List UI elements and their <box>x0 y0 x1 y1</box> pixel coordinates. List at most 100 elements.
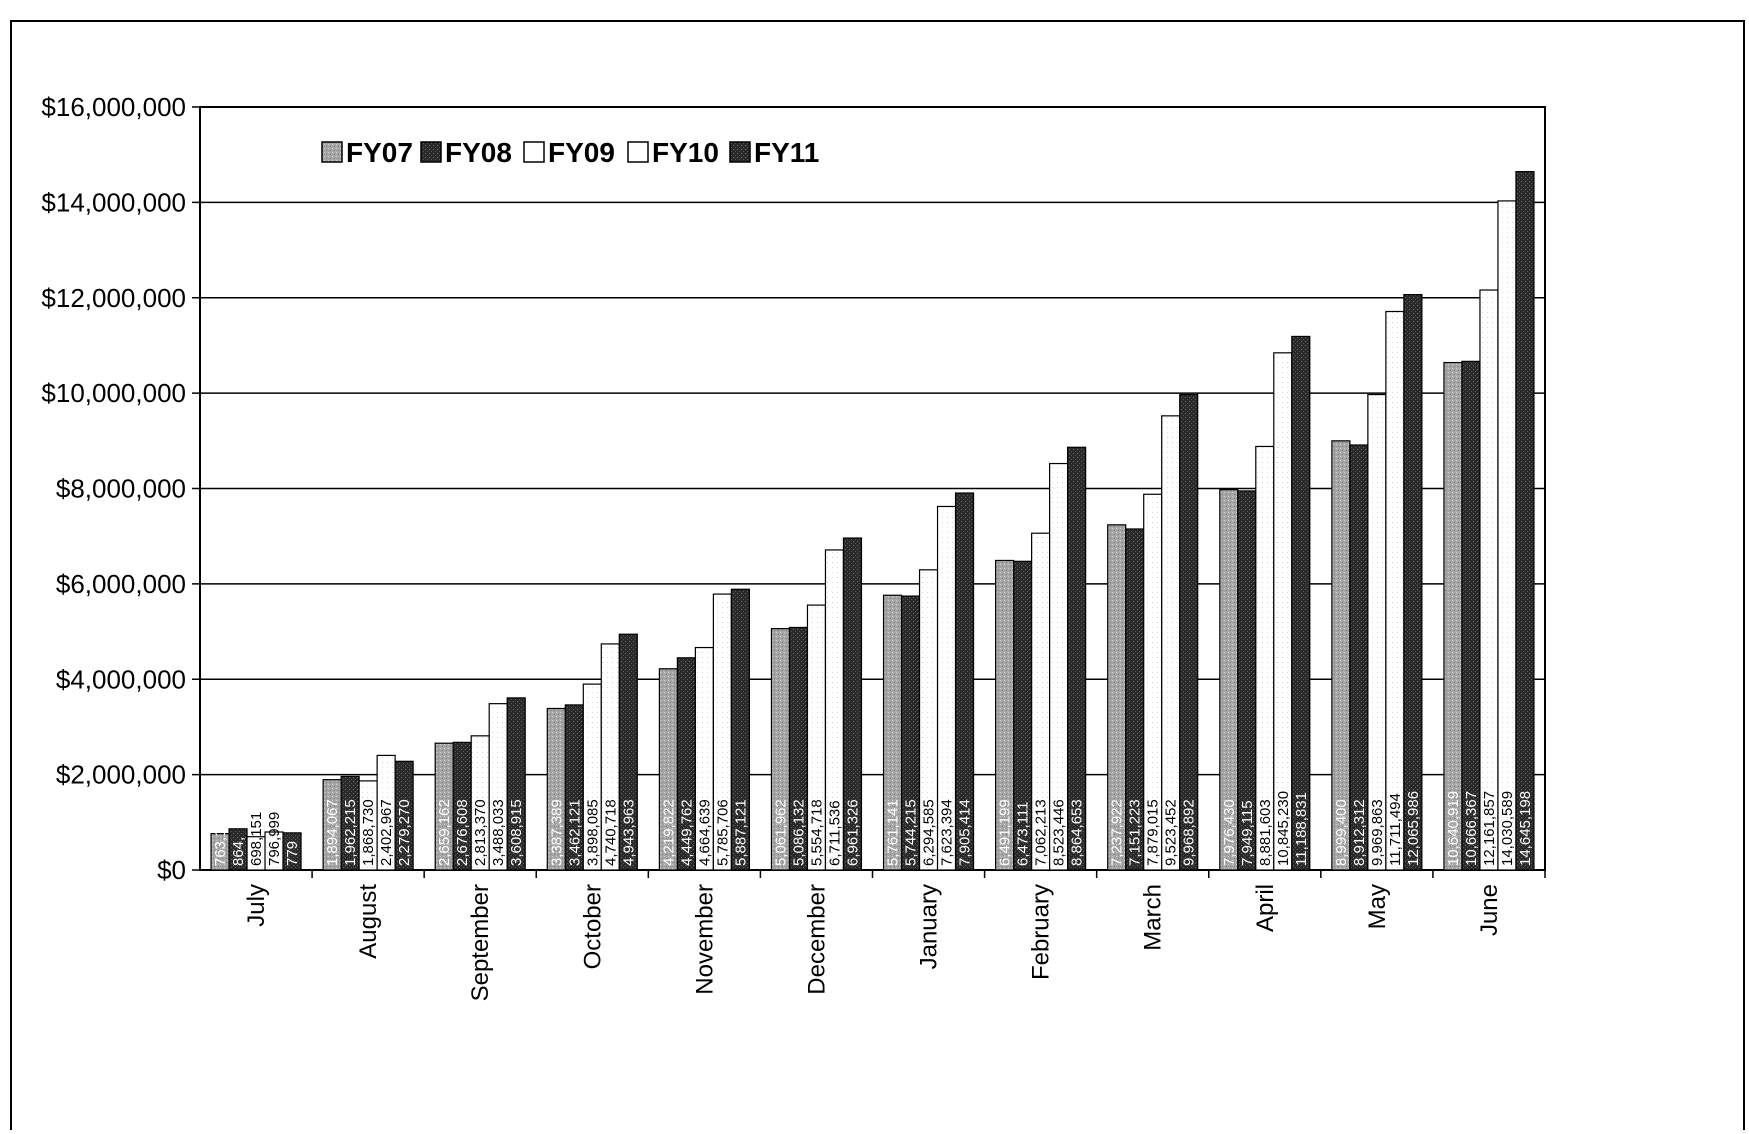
bar-fy11 <box>1515 171 1535 871</box>
data-label: 12,065,986 <box>1405 791 1422 866</box>
data-label: 7,237,922 <box>1109 799 1126 866</box>
data-label: 7,949,115 <box>1239 800 1256 866</box>
data-label: 1,962,215 <box>342 799 359 866</box>
x-tick-label: March <box>1140 884 1167 951</box>
data-label: 9,523,452 <box>1163 799 1180 866</box>
data-label: 2,279,270 <box>396 799 413 866</box>
x-tick-label: June <box>1476 884 1503 936</box>
data-label: 5,061,962 <box>772 799 789 866</box>
y-axis: $0 $2,000,000 $4,000,000 $6,000,000 $8,000,0… <box>41 92 200 885</box>
data-label: 3,387,389 <box>548 799 565 866</box>
legend-swatch-fy08 <box>420 141 442 163</box>
bar-fy11 <box>1179 394 1199 871</box>
bar-fy09 <box>1367 393 1387 871</box>
data-label: 10,640,919 <box>1445 791 1462 866</box>
data-label: 5,761,141 <box>885 799 902 866</box>
x-tick-label: July <box>243 884 270 927</box>
y-tick-label: $0 <box>157 855 186 885</box>
bar-fy11 <box>1403 294 1423 871</box>
data-label: 10,666,367 <box>1463 791 1480 866</box>
data-label: 4,219,822 <box>660 799 677 866</box>
data-label: 9,968,892 <box>1181 799 1198 866</box>
data-label: 1,894,067 <box>324 799 341 866</box>
data-label: 6,473,111 <box>1015 801 1032 866</box>
data-label: 6,961,326 <box>844 799 861 866</box>
x-tick-label: August <box>355 884 382 959</box>
data-label: 6,711,536 <box>826 800 843 866</box>
x-tick-label: November <box>691 884 718 995</box>
legend-label-fy11: FY11 <box>754 137 819 168</box>
bar-fy11 <box>282 832 302 871</box>
x-tick-label: April <box>1252 884 1279 932</box>
data-label: 3,608,915 <box>508 799 525 866</box>
data-label: 6,491,199 <box>997 799 1014 866</box>
data-label: 779 <box>284 841 301 866</box>
gridlines <box>200 106 1545 776</box>
data-label: 11,711,494 <box>1387 793 1404 866</box>
data-label: 11,188,831 <box>1293 792 1310 866</box>
data-label: 7,879,015 <box>1145 799 1162 866</box>
data-label: 3,462,121 <box>566 799 583 866</box>
x-tick-label: September <box>467 884 494 1001</box>
data-label: 698,151 <box>248 812 265 866</box>
data-label: 8,912,312 <box>1351 799 1368 866</box>
data-label: 14,645,198 <box>1517 791 1534 866</box>
bar-fy09 <box>1479 289 1499 871</box>
legend-swatch-fy10 <box>627 141 649 163</box>
bar-fy11 <box>954 492 975 871</box>
data-label: 5,086,132 <box>790 799 807 866</box>
bar-fy11 <box>842 537 863 871</box>
data-label: 2,402,967 <box>378 799 395 866</box>
data-label: 3,898,085 <box>584 799 601 866</box>
data-label: 5,554,718 <box>808 799 825 866</box>
bars: 763,178 864, 698,151 796,999 779 1,894,067 1,9… <box>210 171 1535 871</box>
data-label: 763,178 <box>212 812 229 866</box>
x-tick-label: May <box>1364 884 1391 929</box>
y-tick-label: $12,000,000 <box>41 283 186 313</box>
data-label: 7,151,223 <box>1127 799 1144 866</box>
data-label: 1,868,730 <box>360 799 377 866</box>
data-label: 7,976,430 <box>1221 799 1238 866</box>
y-tick-label: $16,000,000 <box>41 92 186 122</box>
data-label: 14,030,589 <box>1499 791 1516 866</box>
data-label: 4,740,718 <box>602 799 619 866</box>
legend-label-fy07: FY07 <box>346 137 413 168</box>
y-tick-label: $6,000,000 <box>56 569 186 599</box>
data-label: 4,943,963 <box>620 799 637 866</box>
data-label: 8,864,653 <box>1069 799 1086 866</box>
bar-fy11 <box>394 760 414 871</box>
data-label: 2,813,370 <box>472 799 489 866</box>
data-label: 8,999,400 <box>1333 799 1350 866</box>
legend-swatch-fy11 <box>729 141 751 163</box>
data-label: 864, <box>230 837 247 866</box>
y-tick-label: $2,000,000 <box>56 760 186 790</box>
y-tick-label: $4,000,000 <box>56 664 186 694</box>
data-label: 12,161,857 <box>1481 791 1498 866</box>
data-label: 7,062,213 <box>1033 799 1050 866</box>
legend: FY07 FY08 FY09 FY10 FY11 <box>321 137 819 168</box>
bar-fy11 <box>1291 335 1311 871</box>
data-label: 2,659,162 <box>436 799 453 866</box>
legend-label-fy09: FY09 <box>548 137 615 168</box>
x-tick-label: February <box>1028 884 1055 980</box>
data-label: 4,664,639 <box>696 799 713 866</box>
x-tick-label: January <box>916 884 943 969</box>
data-label: 8,881,603 <box>1257 799 1274 866</box>
data-label: 7,905,414 <box>957 799 974 866</box>
data-label: 796,999 <box>266 812 283 866</box>
data-label: 8,523,446 <box>1051 799 1068 866</box>
bar-fy11 <box>1067 446 1087 871</box>
bar-fy11 <box>730 588 750 871</box>
data-label: 6,294,585 <box>921 799 938 866</box>
data-label: 10,845,230 <box>1275 791 1292 866</box>
x-tick-label: October <box>579 884 606 969</box>
data-label: 4,449,762 <box>678 799 695 866</box>
y-tick-label: $14,000,000 <box>41 187 186 217</box>
data-label: 5,887,121 <box>732 799 749 866</box>
legend-label-fy08: FY08 <box>445 137 512 168</box>
bar-fy10 <box>1385 310 1405 871</box>
y-tick-label: $8,000,000 <box>56 474 186 504</box>
bar-fy11 <box>506 697 526 871</box>
data-label: 2,676,608 <box>454 799 471 866</box>
